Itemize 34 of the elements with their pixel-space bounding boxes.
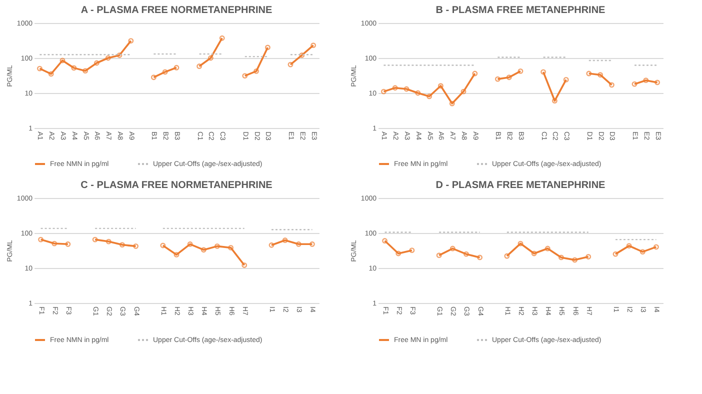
point	[105, 55, 111, 61]
point	[531, 250, 537, 256]
point	[558, 254, 564, 260]
point	[404, 86, 410, 92]
point	[438, 83, 444, 89]
point	[426, 94, 432, 100]
point	[396, 250, 402, 256]
point	[449, 100, 455, 106]
point	[415, 90, 421, 96]
point	[94, 60, 100, 66]
point	[48, 71, 54, 77]
chart-title: C - PLASMA FREE NORMETANEPHRINE	[80, 180, 273, 191]
chart-title: D - PLASMA FREE METANEPHRINE	[436, 180, 606, 191]
point	[626, 243, 632, 249]
point	[116, 52, 122, 58]
point	[296, 241, 302, 247]
point	[282, 238, 288, 243]
point	[82, 68, 88, 74]
point	[544, 246, 550, 252]
chart-title: B - PLASMA FREE METANEPHRINE	[436, 5, 606, 16]
point	[518, 240, 524, 246]
point	[572, 257, 578, 263]
point	[60, 58, 66, 64]
point	[552, 98, 558, 104]
point	[450, 246, 456, 252]
point	[463, 251, 469, 257]
point	[392, 85, 398, 91]
chart-title: A - PLASMA FREE NORMETANEPHRINE	[80, 5, 272, 16]
point	[71, 65, 77, 71]
point	[52, 240, 58, 246]
point	[106, 238, 112, 244]
point	[119, 242, 125, 248]
point	[460, 88, 466, 94]
point	[640, 249, 646, 255]
